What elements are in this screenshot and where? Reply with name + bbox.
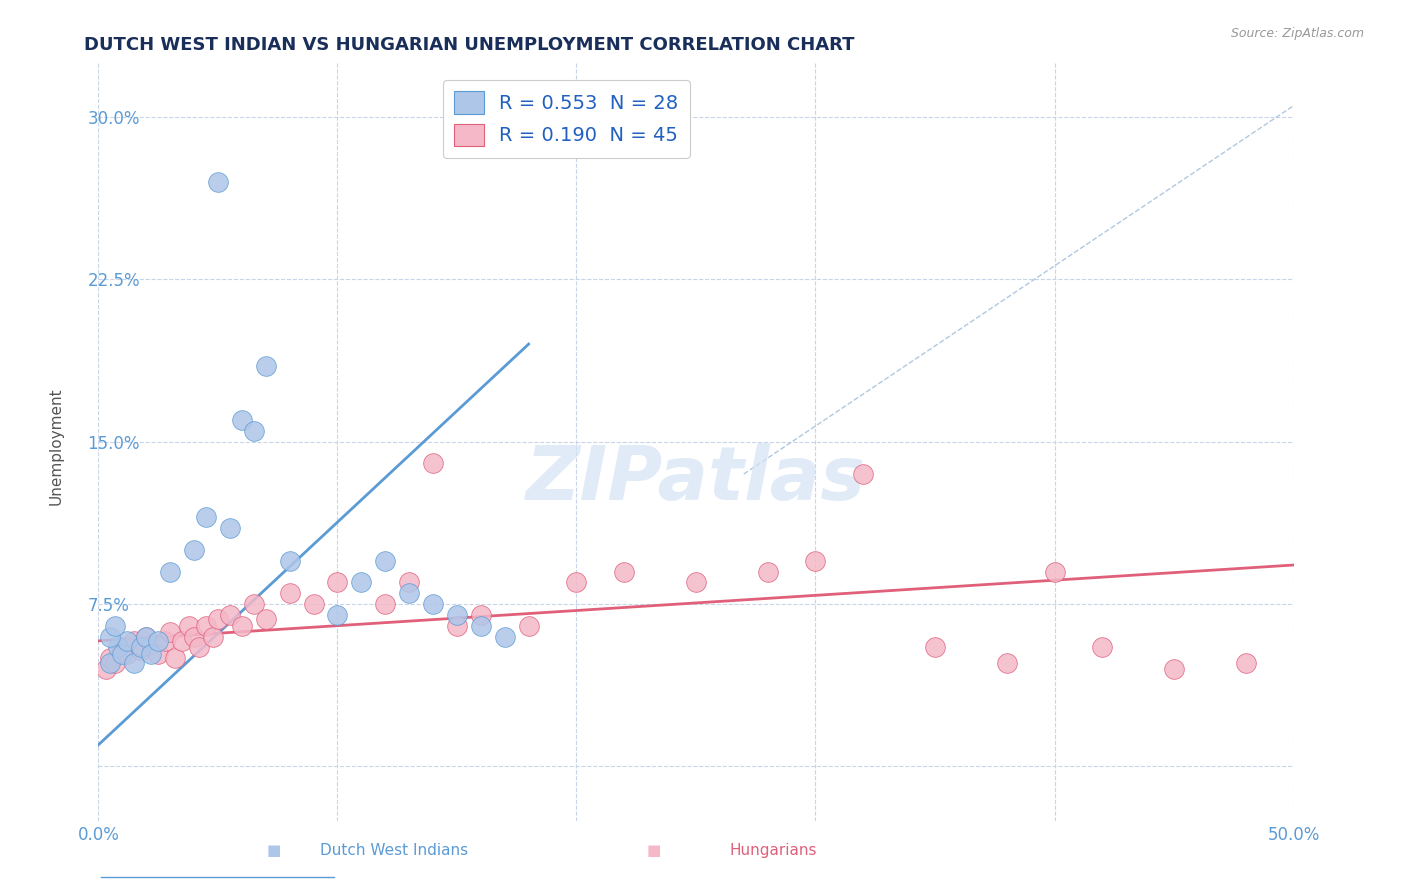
Text: ZIPatlas: ZIPatlas bbox=[526, 443, 866, 516]
Point bbox=[804, 554, 827, 568]
Point bbox=[243, 424, 266, 438]
Point bbox=[148, 647, 170, 661]
Point bbox=[104, 656, 127, 670]
Point bbox=[756, 565, 779, 579]
Point bbox=[135, 630, 157, 644]
Point bbox=[470, 618, 492, 632]
Point bbox=[139, 638, 162, 652]
Point bbox=[326, 607, 349, 622]
Point bbox=[254, 359, 277, 373]
Point bbox=[278, 554, 301, 568]
Point bbox=[207, 612, 229, 626]
Point bbox=[446, 618, 468, 632]
Point bbox=[231, 618, 253, 632]
Point bbox=[924, 640, 946, 655]
Point bbox=[231, 413, 253, 427]
Point bbox=[163, 651, 186, 665]
Text: Hungarians: Hungarians bbox=[730, 843, 817, 858]
Point bbox=[195, 618, 218, 632]
Point bbox=[183, 542, 205, 557]
Point bbox=[155, 633, 177, 648]
Point bbox=[350, 575, 373, 590]
Point bbox=[148, 633, 170, 648]
Point bbox=[219, 521, 242, 535]
Point bbox=[398, 586, 420, 600]
Point bbox=[183, 630, 205, 644]
Point bbox=[111, 647, 134, 661]
Point bbox=[494, 630, 516, 644]
Point bbox=[207, 175, 229, 189]
Point bbox=[613, 565, 636, 579]
Point bbox=[422, 456, 444, 470]
Point bbox=[98, 656, 122, 670]
Point bbox=[115, 633, 138, 648]
Point bbox=[94, 662, 117, 676]
Point bbox=[131, 640, 153, 655]
Point bbox=[374, 554, 396, 568]
Point bbox=[1234, 656, 1257, 670]
Text: ■: ■ bbox=[647, 843, 661, 858]
Point bbox=[1163, 662, 1185, 676]
Point bbox=[107, 640, 129, 655]
Point bbox=[131, 642, 153, 657]
Point bbox=[302, 597, 325, 611]
Point bbox=[517, 618, 540, 632]
Point bbox=[995, 656, 1018, 670]
Point bbox=[470, 607, 492, 622]
Point bbox=[124, 656, 146, 670]
Point bbox=[159, 565, 181, 579]
Point bbox=[111, 640, 134, 655]
Point bbox=[135, 630, 157, 644]
Text: Unemployment: Unemployment bbox=[49, 387, 63, 505]
Point bbox=[1091, 640, 1114, 655]
Text: Source: ZipAtlas.com: Source: ZipAtlas.com bbox=[1230, 27, 1364, 40]
Point bbox=[398, 575, 420, 590]
Point bbox=[124, 633, 146, 648]
Point bbox=[446, 607, 468, 622]
Point bbox=[219, 607, 242, 622]
Point bbox=[278, 586, 301, 600]
Point bbox=[422, 597, 444, 611]
Point bbox=[254, 612, 277, 626]
Point bbox=[565, 575, 588, 590]
Point bbox=[195, 510, 218, 524]
Point bbox=[98, 630, 122, 644]
Point bbox=[374, 597, 396, 611]
Point bbox=[685, 575, 707, 590]
Point bbox=[159, 625, 181, 640]
Point bbox=[1043, 565, 1066, 579]
Point bbox=[202, 630, 225, 644]
Legend: R = 0.553  N = 28, R = 0.190  N = 45: R = 0.553 N = 28, R = 0.190 N = 45 bbox=[443, 79, 690, 158]
Point bbox=[172, 633, 194, 648]
Point bbox=[852, 467, 875, 481]
Point bbox=[326, 575, 349, 590]
Point bbox=[179, 618, 201, 632]
Point bbox=[115, 647, 138, 661]
Point bbox=[98, 651, 122, 665]
Point bbox=[187, 640, 209, 655]
Point bbox=[243, 597, 266, 611]
Point bbox=[104, 618, 127, 632]
Text: DUTCH WEST INDIAN VS HUNGARIAN UNEMPLOYMENT CORRELATION CHART: DUTCH WEST INDIAN VS HUNGARIAN UNEMPLOYM… bbox=[84, 36, 855, 54]
Text: Dutch West Indians: Dutch West Indians bbox=[319, 843, 468, 858]
Point bbox=[139, 647, 162, 661]
Text: ■: ■ bbox=[267, 843, 281, 858]
